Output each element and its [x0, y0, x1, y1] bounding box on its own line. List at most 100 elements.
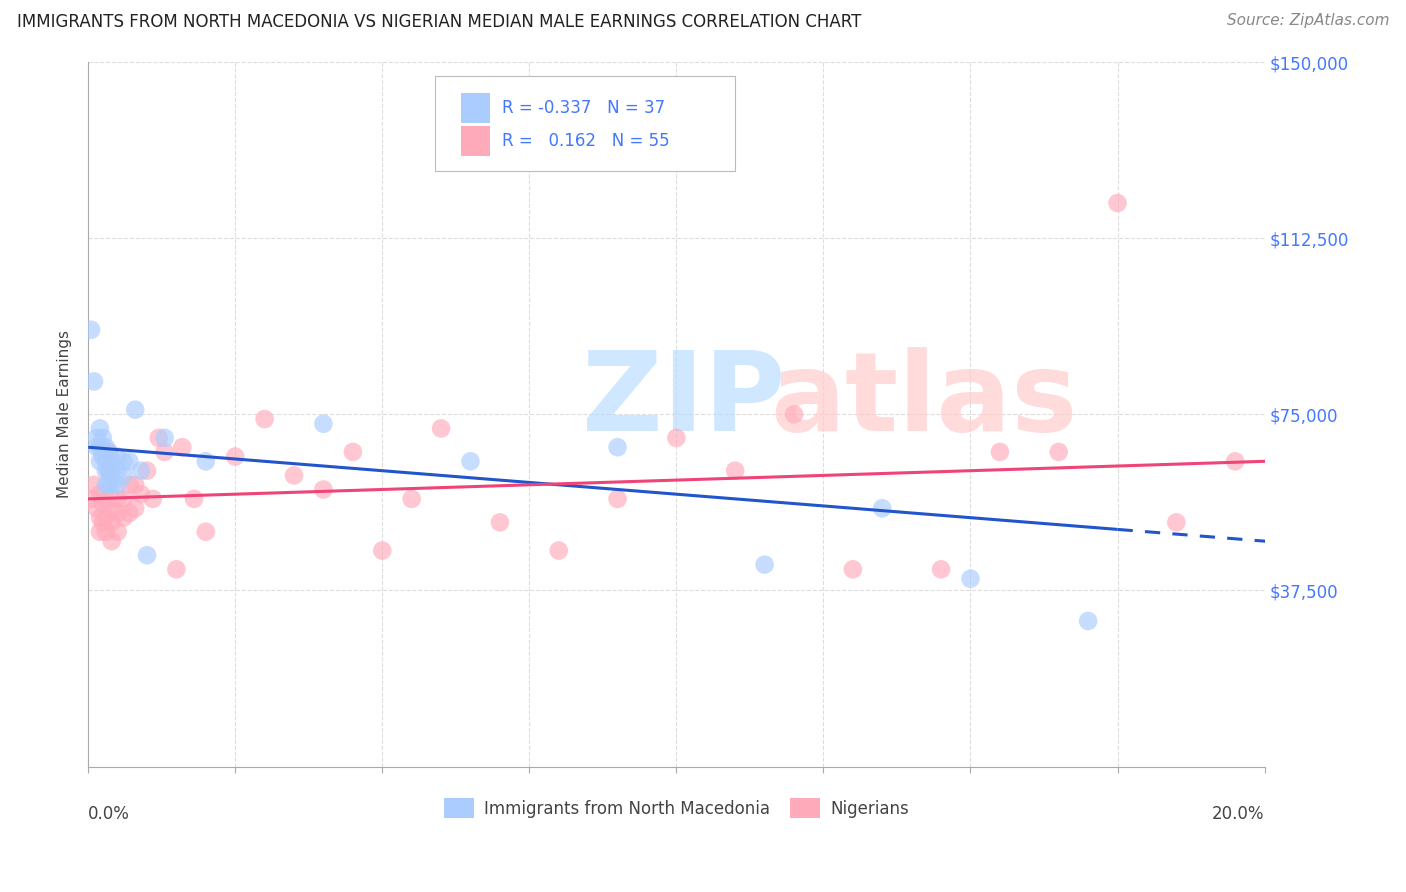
- Point: [253, 412, 276, 426]
- Point: [86, 440, 108, 454]
- Point: [83, 477, 105, 491]
- Point: [124, 477, 146, 491]
- Point: [142, 491, 165, 506]
- Point: [224, 450, 246, 464]
- Point: [89, 440, 111, 454]
- Point: [89, 510, 111, 524]
- Point: [89, 421, 111, 435]
- Text: R =   0.162   N = 55: R = 0.162 N = 55: [502, 132, 669, 150]
- Point: [97, 445, 120, 459]
- Point: [94, 454, 117, 468]
- Point: [754, 558, 776, 572]
- Point: [91, 516, 114, 530]
- Point: [136, 548, 159, 562]
- Point: [94, 440, 117, 454]
- Point: [547, 543, 569, 558]
- Point: [959, 572, 981, 586]
- Point: [80, 491, 103, 506]
- Point: [783, 408, 806, 422]
- Point: [91, 431, 114, 445]
- Text: R = -0.337   N = 37: R = -0.337 N = 37: [502, 99, 665, 117]
- Point: [97, 477, 120, 491]
- Y-axis label: Median Male Earnings: Median Male Earnings: [58, 330, 72, 499]
- Point: [124, 402, 146, 417]
- Point: [97, 445, 120, 459]
- Point: [430, 421, 453, 435]
- Point: [194, 454, 217, 468]
- Point: [89, 454, 111, 468]
- Point: [929, 562, 952, 576]
- Point: [112, 468, 135, 483]
- Point: [194, 524, 217, 539]
- Point: [86, 431, 108, 445]
- Point: [172, 440, 194, 454]
- Text: 0.0%: 0.0%: [89, 805, 129, 823]
- FancyBboxPatch shape: [461, 93, 491, 123]
- Point: [312, 483, 335, 497]
- Point: [401, 491, 423, 506]
- Point: [80, 323, 103, 337]
- Point: [118, 454, 141, 468]
- Text: 20.0%: 20.0%: [1212, 805, 1264, 823]
- Point: [89, 524, 111, 539]
- Point: [94, 524, 117, 539]
- Point: [97, 464, 120, 478]
- Point: [371, 543, 394, 558]
- Point: [1047, 445, 1070, 459]
- Text: IMMIGRANTS FROM NORTH MACEDONIA VS NIGERIAN MEDIAN MALE EARNINGS CORRELATION CHA: IMMIGRANTS FROM NORTH MACEDONIA VS NIGER…: [17, 13, 862, 31]
- Point: [124, 501, 146, 516]
- Point: [118, 506, 141, 520]
- Text: ZIP: ZIP: [582, 347, 786, 454]
- Point: [83, 375, 105, 389]
- Point: [870, 501, 893, 516]
- Text: Source: ZipAtlas.com: Source: ZipAtlas.com: [1226, 13, 1389, 29]
- Point: [97, 464, 120, 478]
- Point: [91, 450, 114, 464]
- Point: [107, 491, 129, 506]
- Point: [94, 464, 117, 478]
- Point: [165, 562, 187, 576]
- Point: [1225, 454, 1247, 468]
- Point: [606, 491, 628, 506]
- Point: [107, 464, 129, 478]
- Point: [1077, 614, 1099, 628]
- Point: [606, 440, 628, 454]
- Point: [94, 510, 117, 524]
- Point: [107, 524, 129, 539]
- Point: [129, 487, 152, 501]
- Point: [100, 477, 122, 491]
- Point: [283, 468, 305, 483]
- Point: [489, 516, 512, 530]
- Point: [107, 506, 129, 520]
- Point: [107, 450, 129, 464]
- Point: [460, 454, 482, 468]
- Point: [94, 491, 117, 506]
- Point: [724, 464, 747, 478]
- Point: [118, 477, 141, 491]
- Point: [312, 417, 335, 431]
- Point: [112, 454, 135, 468]
- Point: [100, 454, 122, 468]
- Point: [148, 431, 170, 445]
- Point: [988, 445, 1011, 459]
- Point: [136, 464, 159, 478]
- Point: [94, 477, 117, 491]
- Text: atlas: atlas: [770, 347, 1078, 454]
- Point: [100, 516, 122, 530]
- FancyBboxPatch shape: [461, 127, 491, 156]
- Point: [86, 501, 108, 516]
- Point: [665, 431, 688, 445]
- Point: [91, 497, 114, 511]
- Point: [153, 431, 176, 445]
- Point: [100, 464, 122, 478]
- Point: [1166, 516, 1188, 530]
- Point: [129, 464, 152, 478]
- Point: [112, 491, 135, 506]
- Point: [1107, 196, 1129, 211]
- FancyBboxPatch shape: [436, 76, 735, 171]
- Point: [89, 487, 111, 501]
- Point: [100, 501, 122, 516]
- Legend: Immigrants from North Macedonia, Nigerians: Immigrants from North Macedonia, Nigeria…: [437, 791, 915, 825]
- Point: [342, 445, 364, 459]
- Point: [107, 477, 129, 491]
